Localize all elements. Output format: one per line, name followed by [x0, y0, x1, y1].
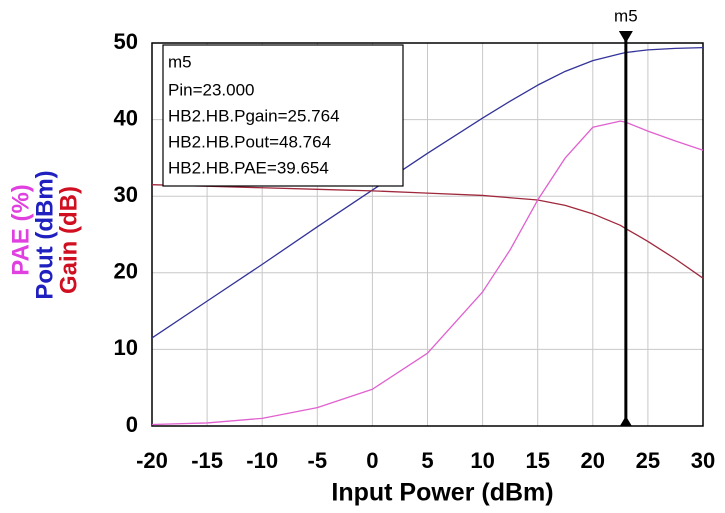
x-tick-label: 15 — [525, 448, 549, 473]
y-axis-label: Pout (dBm) — [31, 170, 58, 299]
marker-triangle — [618, 31, 633, 43]
marker-box-text: HB2.HB.Pgain=25.764 — [168, 106, 340, 125]
y-tick-label: 50 — [114, 29, 138, 54]
marker-triangle — [619, 416, 632, 426]
x-axis-label: Input Power (dBm) — [331, 479, 553, 507]
marker-box-text: HB2.HB.Pout=48.764 — [168, 132, 331, 151]
series-line — [151, 120, 704, 426]
x-tick-label: -10 — [246, 448, 278, 473]
x-tick-label: -20 — [136, 448, 168, 473]
x-tick-label: 5 — [421, 448, 433, 473]
marker-box-text: Pin=23.000 — [168, 80, 255, 99]
marker-box — [162, 44, 404, 187]
x-tick-label: 0 — [366, 448, 378, 473]
x-tick-label: -5 — [308, 448, 328, 473]
marker-box-text: m5 — [168, 52, 192, 71]
y-axis-label: PAE (%) — [7, 184, 34, 276]
y-axis-label: Gain (dB) — [55, 186, 82, 294]
x-tick-label: 30 — [691, 448, 715, 473]
plot-border — [151, 42, 704, 427]
y-tick-label: 10 — [114, 335, 138, 360]
marker-label: m5 — [614, 6, 638, 25]
x-tick-label: 25 — [636, 448, 660, 473]
x-tick-label: 20 — [581, 448, 605, 473]
y-tick-label: 20 — [114, 259, 138, 284]
marker-box-text: HB2.HB.PAE=39.654 — [168, 158, 329, 177]
series-line — [151, 184, 704, 279]
y-tick-label: 30 — [114, 182, 138, 207]
y-tick-label: 0 — [126, 412, 138, 437]
series-line — [151, 46, 704, 339]
y-tick-label: 40 — [114, 105, 138, 130]
x-tick-label: -15 — [191, 448, 223, 473]
x-tick-label: 10 — [470, 448, 494, 473]
